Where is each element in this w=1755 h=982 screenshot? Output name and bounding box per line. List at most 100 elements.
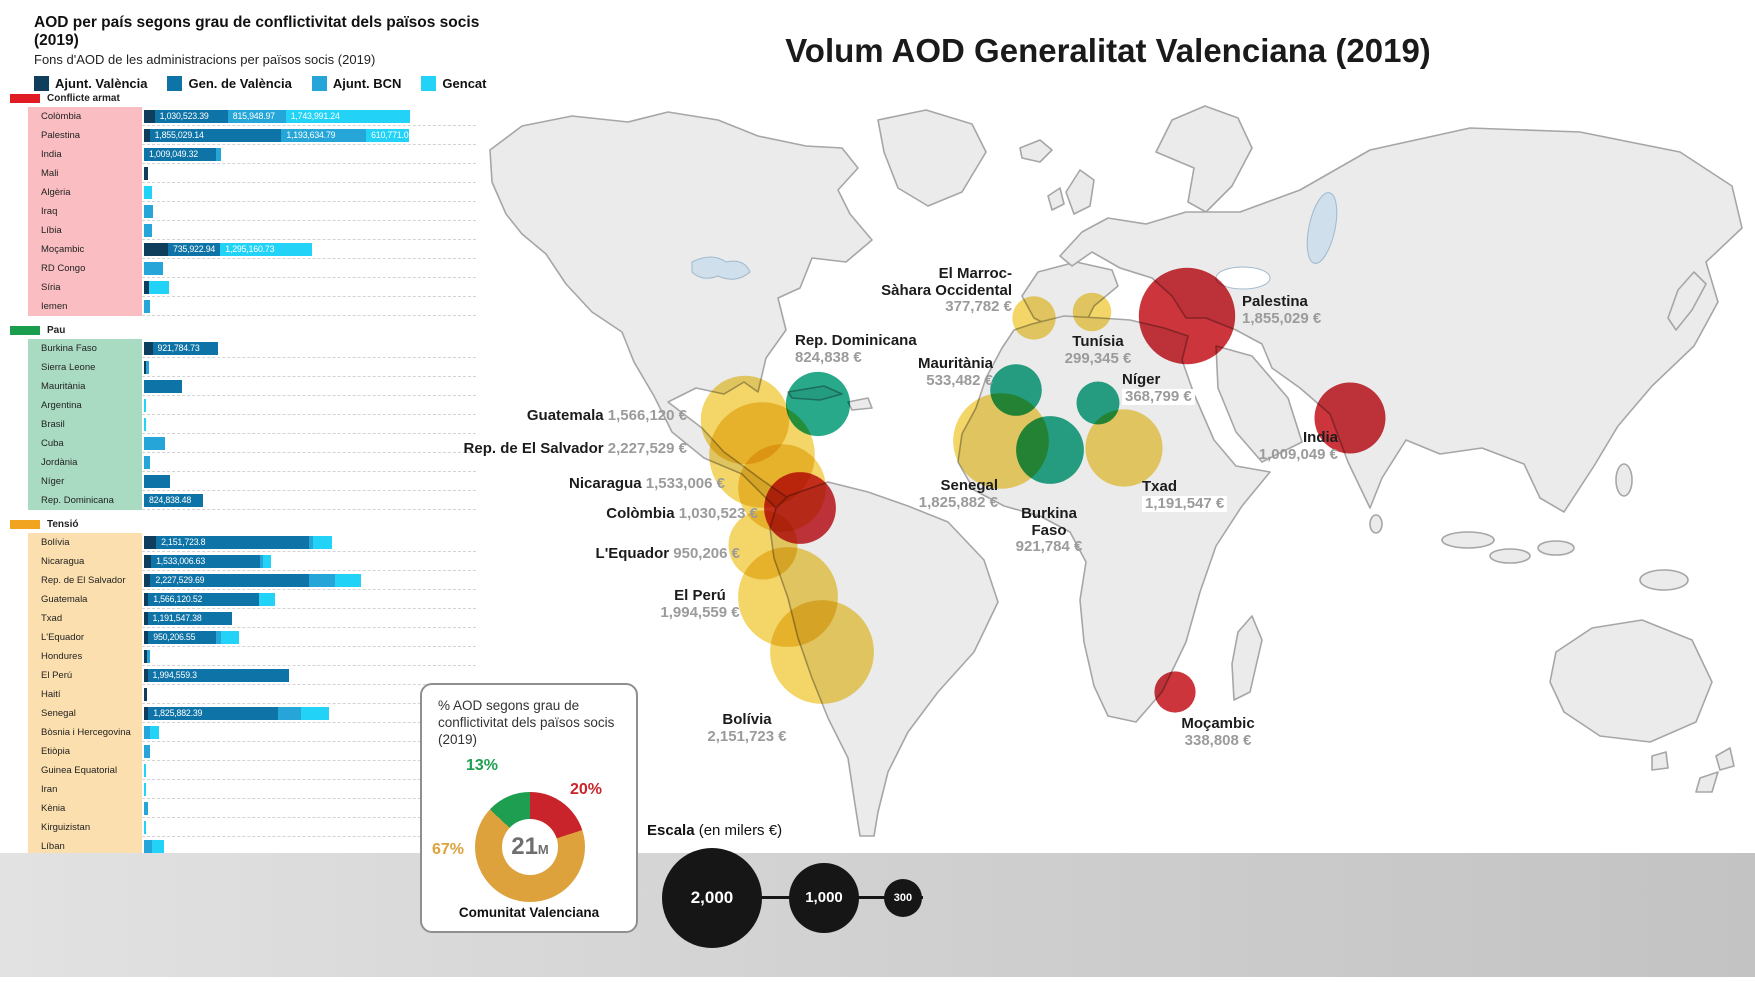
bar-value-label: 610,771.01: [371, 130, 414, 140]
map-country-value: 377,782 €: [881, 298, 1012, 316]
map-country-value-text: 921,784 €: [1015, 538, 1083, 555]
bar-segment-av: [144, 573, 151, 587]
footer-band: [0, 853, 1755, 977]
bar-segment-av: [144, 242, 169, 256]
donut-pct-tensio: 67%: [432, 841, 465, 858]
map-country-name: Mauritània: [917, 355, 993, 372]
bar-segment-bcn: [144, 744, 150, 758]
table-row: Moçambic 735,922.94 1,295,160.73: [28, 240, 476, 259]
bar-segment-av: [144, 554, 152, 568]
map-country-value-text: 377,782 €: [945, 298, 1012, 315]
bar-value-label: 824,838.48: [149, 495, 192, 505]
group-swatch: [10, 326, 40, 335]
map-country-value: 921,784 €: [1015, 538, 1083, 556]
bar-segment-gc: [150, 725, 159, 739]
bar-segment-gc: [144, 820, 146, 834]
bar-segment-gc: [151, 839, 164, 853]
map-country-value-text: 1,825,882 €: [918, 493, 998, 511]
bubble-guatemala: [700, 375, 790, 465]
bubble-palestina: [1138, 267, 1236, 365]
row-country-label: India: [28, 145, 142, 164]
map-label-bol-via: Bolívia 2,151,723 €: [707, 711, 786, 746]
table-row: Guatemala 1,566,120.52: [28, 590, 476, 609]
map-country-name: Bolívia: [722, 711, 772, 728]
bar-segment-gc: 1,743,991.24: [285, 109, 410, 123]
map-country-value: 1,030,523 €: [678, 505, 758, 522]
map-label-maurit-nia: Mauritània 533,482 €: [917, 355, 993, 389]
table-row: Síria: [28, 278, 476, 297]
map-country-value: 2,151,723 €: [707, 728, 786, 746]
row-country-label: Txad: [28, 609, 142, 628]
region-indonesia-3: [1537, 540, 1575, 556]
bubble-el-per-: [738, 547, 838, 647]
row-country-label: Senegal: [28, 704, 142, 723]
bar-segment-av: [144, 535, 157, 549]
region-japan: [1667, 271, 1707, 331]
group-header: Conflicte armat: [10, 93, 476, 104]
table-row: Iemen: [28, 297, 476, 316]
legend-swatch-av: [34, 76, 49, 91]
bar-segment-bcn: [144, 261, 164, 275]
bubble-tun-sia: [1072, 292, 1112, 332]
bubble-burkina-faso: [1016, 416, 1084, 484]
row-country-label: Bòsnia i Hercegovina: [28, 723, 142, 742]
bubble-el-marroc-s-hara-occidental: [1012, 296, 1056, 340]
chart-subtitle: Fons d'AOD de les administracions per pa…: [34, 52, 376, 67]
region-philippines: [1615, 463, 1633, 497]
map-title: Volum AOD Generalitat Valenciana (2019): [785, 32, 1431, 69]
row-country-label: Argentina: [28, 396, 142, 415]
table-row: Nicaragua 1,533,006.63: [28, 552, 476, 571]
bar-value-label: 1,030,523.39: [159, 111, 209, 121]
row-country-label: Líban: [28, 837, 142, 856]
bar-value-label: 1,191,547.38: [152, 613, 202, 623]
row-bars: [142, 297, 476, 316]
row-country-label: Jordània: [28, 453, 142, 472]
bar-value-label: 921,784.73: [157, 343, 200, 353]
bar-value-label: 950,206.55: [153, 632, 196, 642]
map-country-value-text: 299,345 €: [1064, 349, 1132, 367]
bar-segment-av: [144, 687, 148, 701]
donut-center-value: 21M: [511, 833, 549, 861]
map-country-value: 1,566,120 €: [607, 407, 687, 424]
row-country-label: Mali: [28, 164, 142, 183]
group-swatch: [10, 94, 40, 103]
map-label-el-per-: El Perú 1,994,559 €: [660, 587, 739, 621]
bar-segment-bcn: [308, 535, 314, 549]
bar-segment-bcn: [144, 204, 153, 218]
chart-header: AOD per país segons grau de conflictivit…: [34, 14, 504, 91]
row-bars: [142, 799, 476, 818]
region-iberia: [1021, 261, 1119, 331]
map-country-name: Faso: [1031, 521, 1067, 539]
group-swatch: [10, 520, 40, 529]
table-row: Mauritània: [28, 377, 476, 396]
legend-item-bcn: Ajunt. BCN: [311, 76, 402, 91]
row-bars: [142, 818, 476, 837]
bar-segment-gv: 1,855,029.14: [149, 128, 282, 142]
row-bars: 950,206.55: [142, 628, 476, 647]
donut-footer-label: Comunitat Valenciana: [458, 905, 600, 920]
map-country-name: Txad: [1142, 478, 1178, 495]
row-bars: [142, 761, 476, 780]
bar-segment-gc: [301, 706, 329, 720]
donut-panel: % AOD segons grau de conflictivitat dels…: [420, 683, 638, 933]
bar-value-label: 1,009,049.32: [149, 149, 198, 159]
bar-value-label: 735,922.94: [173, 244, 216, 254]
donut-center-number: 21: [511, 833, 538, 860]
bubble-rep-dominicana: [785, 371, 851, 437]
bar-value-label: 1,825,882.39: [153, 708, 203, 718]
legend-label: Ajunt. BCN: [332, 76, 402, 91]
bar-segment-gv: [144, 379, 182, 393]
table-row: Kènia: [28, 799, 476, 818]
bar-value-label: 1,994,559.3: [152, 670, 197, 680]
table-row: Níger: [28, 472, 476, 491]
row-bars: [142, 164, 476, 183]
map-country-value-text: 824,838 €: [795, 348, 862, 366]
map-country-name: Guatemala: [526, 407, 608, 424]
continent-south-america: [769, 481, 999, 837]
row-country-label: Colòmbia: [28, 107, 142, 126]
row-country-label: L'Equador: [28, 628, 142, 647]
row-country-label: Kènia: [28, 799, 142, 818]
row-country-label: Moçambic: [28, 240, 142, 259]
table-row: Kirguizistan: [28, 818, 476, 837]
group-name: Tensió: [47, 519, 79, 530]
